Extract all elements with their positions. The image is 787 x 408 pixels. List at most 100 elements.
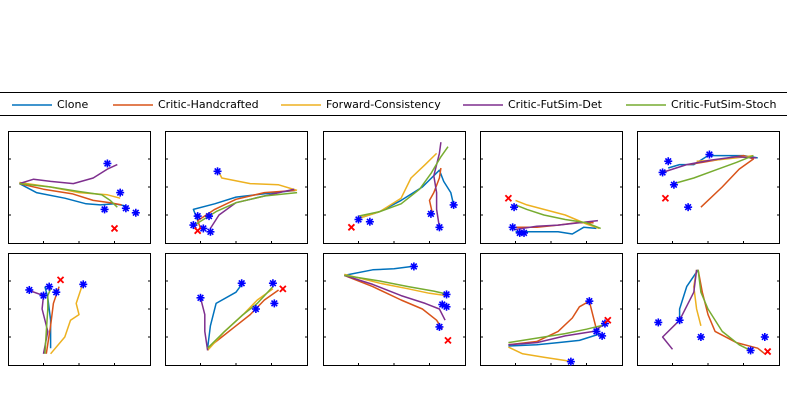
legend-label: Critic-Handcrafted	[158, 98, 259, 111]
endpoint-asterisk-marker	[669, 180, 678, 189]
legend-label: Forward-Consistency	[326, 98, 441, 111]
chart-legend: Clone Critic-Handcrafted Forward-Consist…	[0, 92, 787, 116]
endpoint-asterisk-marker	[196, 293, 205, 302]
endpoint-asterisk-marker	[52, 288, 61, 297]
endpoint-asterisk-marker	[409, 262, 418, 271]
trajectory-line	[515, 226, 597, 235]
endpoint-asterisk-marker	[193, 212, 202, 221]
panel-frame	[165, 131, 308, 244]
legend-item-critic-futsim-det: Critic-FutSim-Det	[463, 97, 623, 113]
trajectory-line	[678, 269, 699, 321]
endpoint-asterisk-marker	[449, 200, 458, 209]
trajectory-panel	[8, 131, 151, 244]
trajectory-line	[508, 323, 606, 344]
trajectory-line	[344, 274, 443, 330]
panel-frame	[8, 131, 151, 244]
trajectory-line	[433, 142, 442, 228]
trajectory-line	[662, 156, 757, 174]
trajectory-panel	[323, 131, 466, 244]
endpoint-asterisk-marker	[566, 357, 575, 366]
goal-x-marker	[56, 276, 65, 284]
trajectory-panel	[637, 253, 780, 366]
trajectory-line	[673, 154, 754, 185]
trajectory-line	[344, 273, 447, 297]
trajectory-line	[428, 167, 442, 213]
endpoint-asterisk-marker	[598, 331, 607, 340]
legend-line-icon	[113, 104, 153, 106]
trajectory-line	[19, 163, 118, 185]
trajectory-line	[697, 269, 751, 352]
legend-line-icon	[281, 104, 321, 106]
panel-frame	[480, 131, 623, 244]
legend-item-clone: Clone	[12, 97, 152, 113]
endpoint-asterisk-marker	[705, 150, 714, 159]
endpoint-asterisk-marker	[442, 302, 451, 311]
legend-label: Critic-FutSim-Det	[508, 98, 602, 111]
goal-x-marker	[764, 347, 772, 356]
endpoint-asterisk-marker	[206, 227, 215, 236]
legend-item-critic-futsim-stoch: Critic-FutSim-Stoch	[626, 97, 786, 113]
endpoint-asterisk-marker	[426, 209, 435, 218]
trajectory-panel	[165, 131, 308, 244]
endpoint-asterisk-marker	[251, 305, 260, 313]
legend-line-icon	[626, 104, 666, 106]
trajectory-panel	[323, 253, 466, 366]
trajectory-line	[44, 286, 52, 349]
endpoint-asterisk-marker	[237, 279, 246, 288]
endpoint-asterisk-marker	[508, 223, 517, 232]
endpoint-asterisk-marker	[510, 203, 519, 212]
endpoint-asterisk-marker	[205, 212, 214, 221]
panel-frame	[8, 253, 151, 366]
legend-label: Critic-FutSim-Stoch	[671, 98, 777, 111]
trajectory-line	[344, 274, 446, 321]
panel-frame	[165, 253, 308, 366]
legend-line-icon	[12, 104, 52, 106]
trajectory-panel	[8, 253, 151, 366]
trajectory-line	[218, 172, 298, 192]
trajectory-line	[50, 286, 83, 355]
trajectory-line	[199, 297, 209, 351]
endpoint-asterisk-marker	[664, 157, 673, 166]
legend-item-critic-handcrafted: Critic-Handcrafted	[113, 97, 273, 113]
endpoint-asterisk-marker	[658, 168, 667, 177]
endpoint-asterisk-marker	[121, 204, 130, 213]
trajectory-line	[508, 332, 601, 347]
goal-x-marker	[661, 194, 670, 202]
legend-label: Clone	[57, 98, 89, 111]
endpoint-asterisk-marker	[585, 297, 594, 306]
endpoint-asterisk-marker	[45, 282, 54, 291]
endpoint-asterisk-marker	[592, 327, 601, 336]
trajectory-panel	[480, 131, 623, 244]
trajectory-line	[207, 289, 280, 349]
trajectory-line	[344, 265, 413, 277]
trajectory-line	[207, 286, 274, 349]
endpoint-asterisk-marker	[654, 318, 663, 327]
endpoint-asterisk-marker	[760, 333, 769, 341]
panel-frame	[323, 131, 466, 244]
endpoint-asterisk-marker	[442, 290, 451, 299]
trajectory-line	[344, 274, 449, 296]
legend-line-icon	[463, 104, 503, 106]
trajectory-panel	[480, 253, 623, 366]
trajectory-line	[19, 182, 118, 208]
endpoint-asterisk-marker	[39, 291, 48, 300]
goal-x-marker	[279, 285, 287, 293]
trajectory-panel	[637, 131, 780, 244]
trajectory-line	[515, 204, 601, 230]
endpoint-asterisk-marker	[675, 316, 684, 325]
endpoint-asterisk-marker	[684, 203, 693, 212]
legend-item-forward-consistency: Forward-Consistency	[281, 97, 461, 113]
endpoint-asterisk-marker	[696, 333, 705, 341]
endpoint-asterisk-marker	[189, 221, 198, 230]
goal-x-marker	[604, 316, 612, 324]
endpoint-asterisk-marker	[270, 299, 279, 308]
endpoint-asterisk-marker	[435, 223, 444, 232]
endpoint-asterisk-marker	[131, 208, 140, 217]
panel-frame	[480, 253, 623, 366]
endpoint-asterisk-marker	[116, 188, 125, 197]
trajectory-line	[697, 269, 766, 355]
trajectory-line	[358, 146, 449, 217]
endpoint-asterisk-marker	[25, 285, 34, 294]
trajectory-line	[508, 322, 606, 346]
